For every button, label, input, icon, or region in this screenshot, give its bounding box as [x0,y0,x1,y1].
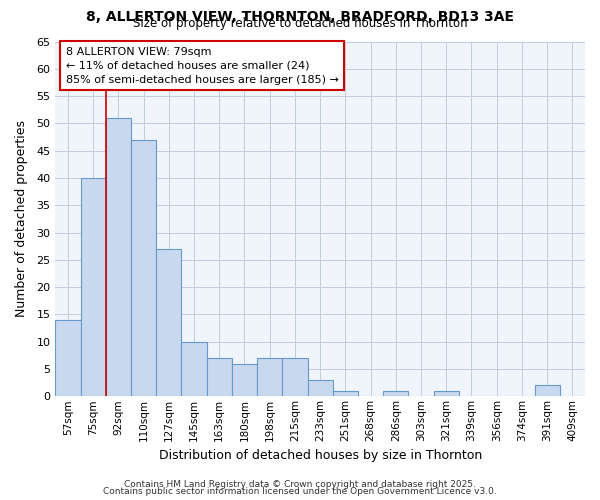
Bar [283,358,308,397]
Bar [156,249,181,396]
Bar [535,386,560,396]
Text: 8 ALLERTON VIEW: 79sqm
← 11% of detached houses are smaller (24)
85% of semi-det: 8 ALLERTON VIEW: 79sqm ← 11% of detached… [66,47,339,85]
Bar [106,118,131,396]
Text: Contains HM Land Registry data © Crown copyright and database right 2025.: Contains HM Land Registry data © Crown c… [124,480,476,489]
Text: Size of property relative to detached houses in Thornton: Size of property relative to detached ho… [133,18,467,30]
Text: 8, ALLERTON VIEW, THORNTON, BRADFORD, BD13 3AE: 8, ALLERTON VIEW, THORNTON, BRADFORD, BD… [86,10,514,24]
Bar [434,391,459,396]
Bar [181,342,206,396]
Bar [131,140,156,396]
Bar [55,320,80,396]
X-axis label: Distribution of detached houses by size in Thornton: Distribution of detached houses by size … [158,450,482,462]
Text: Contains public sector information licensed under the Open Government Licence v3: Contains public sector information licen… [103,487,497,496]
Bar [383,391,409,396]
Bar [333,391,358,396]
Bar [257,358,283,397]
Bar [80,178,106,396]
Bar [206,358,232,397]
Bar [232,364,257,396]
Y-axis label: Number of detached properties: Number of detached properties [15,120,28,318]
Bar [308,380,333,396]
